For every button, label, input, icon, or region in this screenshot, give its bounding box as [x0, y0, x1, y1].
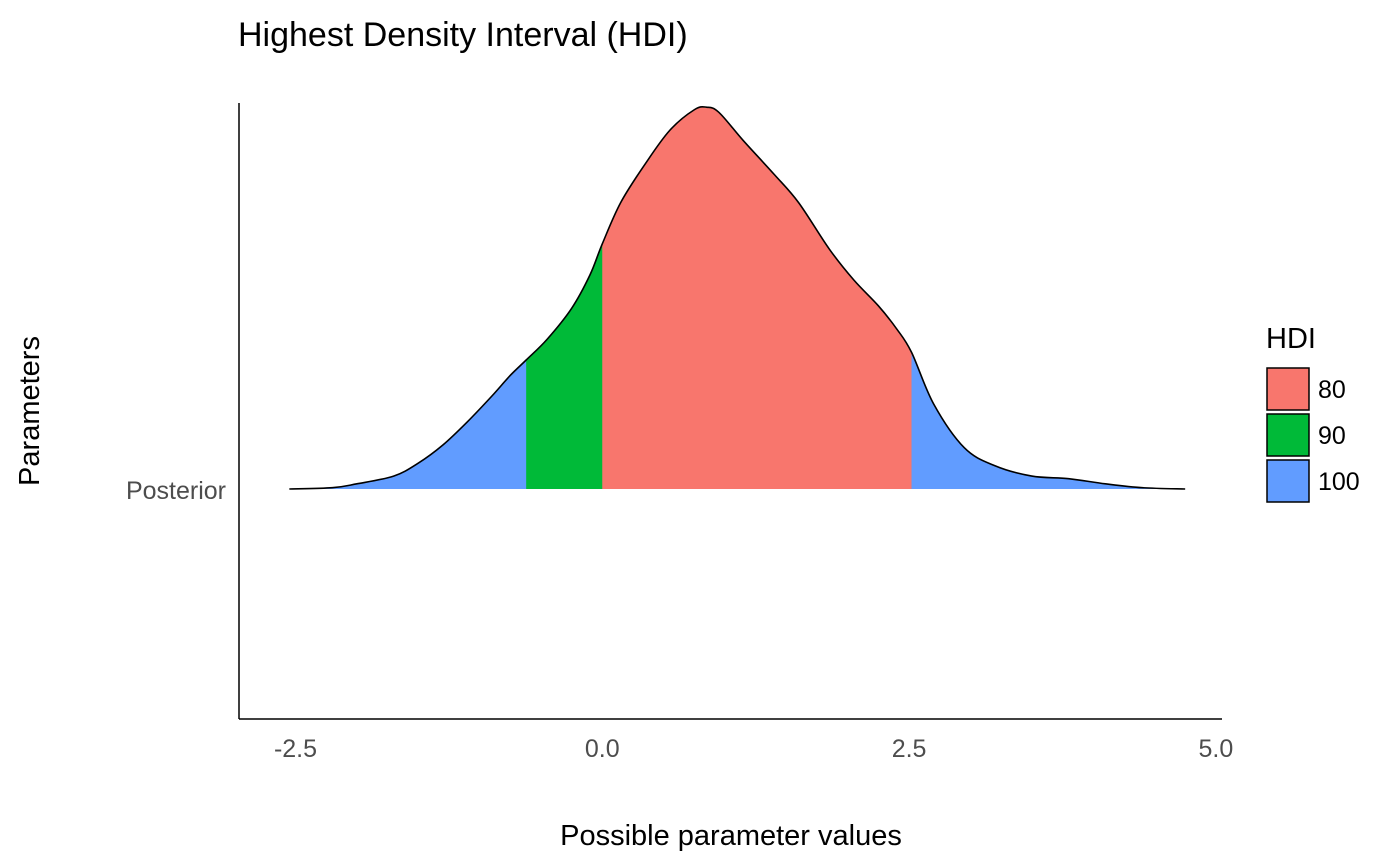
x-tick-label: -2.5 — [274, 735, 317, 763]
legend-label-90: 90 — [1318, 422, 1346, 450]
legend-label-100: 100 — [1318, 468, 1360, 496]
plot-area — [289, 105, 1186, 490]
legend-label-80: 80 — [1318, 376, 1346, 404]
x-axis-title: Possible parameter values — [560, 820, 902, 852]
x-tick-label: 2.5 — [892, 735, 927, 763]
y-tick-labels: Posterior — [126, 477, 226, 505]
chart-title: Highest Density Interval (HDI) — [238, 16, 688, 54]
legend: HDI 80 90 100 — [1266, 323, 1360, 503]
x-tick-label: 5.0 — [1199, 735, 1234, 763]
x-tick-labels: -2.5 0.0 2.5 5.0 — [274, 735, 1233, 763]
density-outline — [289, 105, 1186, 490]
hdi-80-region — [602, 106, 912, 489]
legend-swatch-80 — [1266, 367, 1310, 411]
y-tick-label: Posterior — [126, 477, 226, 505]
x-tick-label: 0.0 — [585, 735, 620, 763]
y-axis-title: Parameters — [14, 336, 46, 486]
legend-swatch-100 — [1266, 459, 1310, 503]
legend-title: HDI — [1266, 323, 1316, 355]
legend-swatch-90 — [1266, 413, 1310, 457]
